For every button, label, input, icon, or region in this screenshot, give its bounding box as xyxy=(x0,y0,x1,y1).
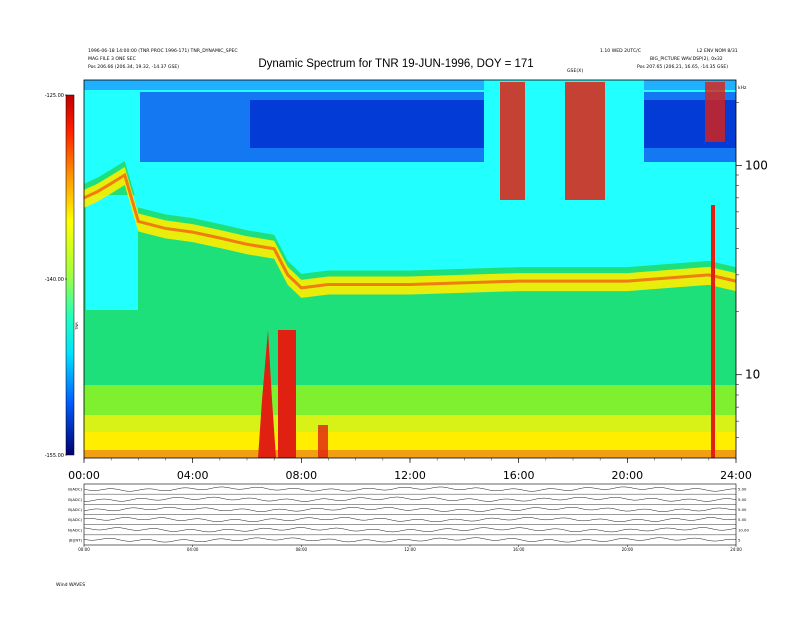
panel-right-tick: 5 xyxy=(738,537,741,542)
panel-right-tick: 5.00 xyxy=(738,487,747,492)
panel-right-tick: 5.00 xyxy=(738,517,747,522)
panel-label: B(ADC) xyxy=(68,497,82,502)
header-right-top-b: L2 ENV NOM 8/31 xyxy=(697,49,738,54)
panel-trace xyxy=(83,517,737,523)
panel-right-tick: 10.00 xyxy=(738,527,749,532)
panel-x-tick-label: 20:00 xyxy=(622,547,634,552)
panel-x-tick-label: 00:00 xyxy=(78,547,90,552)
spectrogram-floor-band xyxy=(84,450,736,458)
header-left-line2: MAG FILE 3 ONE SEC xyxy=(88,57,136,62)
colorbar xyxy=(65,94,75,456)
x-axis-tick-label: 04:00 xyxy=(177,469,209,482)
chart-title: Dynamic Spectrum for TNR 19-JUN-1996, DO… xyxy=(258,58,534,70)
burst-red-d xyxy=(258,330,276,458)
panel-label: B(ADC) xyxy=(68,517,82,522)
burst-red-vertical xyxy=(711,205,715,458)
panel-trace xyxy=(83,527,737,533)
panel-right-tick: 5.00 xyxy=(738,497,747,502)
panel-label: N(ADC) xyxy=(68,527,82,532)
panel-x-tick-label: 16:00 xyxy=(513,547,525,552)
panel-trace xyxy=(83,486,736,492)
burst-red-f xyxy=(318,425,328,458)
header-right-top-a: 1.10 WED 2UTC/C xyxy=(600,49,641,54)
colorbar-tick-label: -125.00 xyxy=(45,93,64,99)
panel-x-tick-label: 12:00 xyxy=(404,547,416,552)
burst-red-a xyxy=(500,82,525,200)
panel-x-tick-label: 08:00 xyxy=(296,547,308,552)
panel-label: B(ADC) xyxy=(68,487,82,492)
panel-x-tick-label: 24:00 xyxy=(730,547,742,552)
burst-red-b xyxy=(565,82,605,200)
x-axis-tick-label: 24:00 xyxy=(720,469,752,482)
colorbar-tick-label: -140.00 xyxy=(45,277,64,283)
panel-trace xyxy=(84,496,737,502)
x-axis-tick-label: 00:00 xyxy=(68,469,100,482)
panel-label: B(ADC) xyxy=(68,507,82,512)
plasma-line-band xyxy=(84,167,736,298)
panel-x-tick-label: 04:00 xyxy=(187,547,199,552)
spectrogram-early-cyan-block xyxy=(86,195,138,310)
footer-label: Wind WAVES xyxy=(56,583,86,588)
header-center-mark: GSE(X) xyxy=(567,69,584,74)
burst-red-e xyxy=(278,330,296,458)
header-left-line1: 1996-06-18 14:00:00 (TNR PROC 1996-171) … xyxy=(88,49,238,54)
header-left-pos: Pos 206.66 (206.34, 19.32, -14.37 GSE) xyxy=(88,65,180,70)
x-axis-tick-label: 12:00 xyxy=(394,469,426,482)
x-axis-tick-label: 16:00 xyxy=(503,469,535,482)
spectrogram-top-strip xyxy=(84,80,736,90)
right-axis-tick-label: 10 xyxy=(745,368,760,382)
right-axis-tick-label: 100 xyxy=(745,158,768,172)
colorbar-label: TNR xyxy=(74,322,79,331)
right-axis-unit: kHz xyxy=(738,85,747,91)
x-axis-tick-label: 08:00 xyxy=(285,469,317,482)
x-axis-tick-label: 20:00 xyxy=(611,469,643,482)
header-right-pos: Pos 207.65 (206.21, 16.65, -14.35 GSE) xyxy=(637,65,729,70)
panel-label: |B|(NT) xyxy=(69,537,83,542)
burst-red-c xyxy=(705,82,725,142)
plasma-line xyxy=(83,172,737,290)
panel-trace xyxy=(83,537,737,543)
header-right-line2: BIG_PICTURE WAV.DSP(2), 0x32 xyxy=(650,57,723,62)
colorbar-tick-label: -155.00 xyxy=(45,453,64,459)
panel-trace xyxy=(83,506,737,512)
panel-right-tick: 5.00 xyxy=(738,507,747,512)
